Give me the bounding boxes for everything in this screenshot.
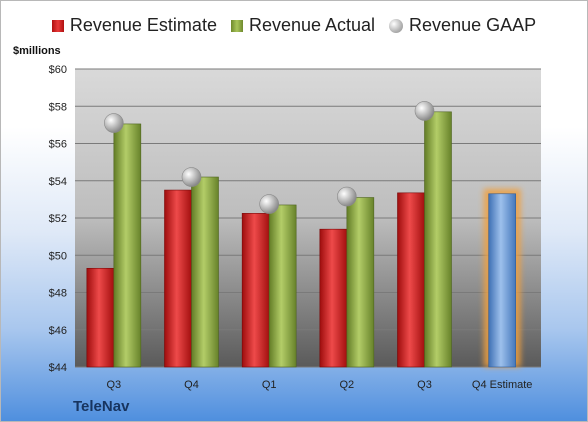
y-tick-label: $52	[49, 213, 67, 225]
legend-swatch-gaap	[389, 18, 404, 33]
y-tick-label: $44	[49, 362, 67, 374]
bar-forecast	[488, 193, 516, 368]
y-tick-label: $50	[49, 250, 67, 262]
x-tick-label: Q4	[184, 379, 199, 391]
legend-label-estimate: Revenue Estimate	[69, 15, 217, 35]
marker-revenue-gaap	[104, 113, 124, 133]
y-tick-label: $54	[49, 176, 67, 188]
x-axis: Q3 Q4 Q1 Q2 Q3 Q4 Estimate	[106, 379, 532, 391]
bar-revenue-actual	[191, 176, 219, 368]
x-tick-label: Q1	[262, 379, 277, 391]
marker-revenue-gaap	[414, 101, 435, 121]
marker-revenue-gaap	[259, 194, 279, 214]
legend-swatch-estimate	[51, 19, 64, 32]
bar-revenue-actual	[268, 204, 297, 368]
bars	[86, 111, 521, 368]
bar-revenue-estimate	[86, 267, 115, 368]
y-tick-label: $60	[49, 64, 67, 76]
bar-revenue-actual	[346, 197, 375, 368]
legend-label-gaap: Revenue GAAP	[409, 15, 537, 35]
y-axis: $44 $46 $48 $50 $52 $54 $56 $58 $60	[49, 64, 67, 374]
bar-revenue-actual	[424, 111, 452, 368]
company-name: TeleNav	[73, 398, 130, 415]
bar-revenue-estimate	[164, 189, 192, 368]
y-unit-label: $millions	[13, 45, 61, 57]
marker-revenue-gaap	[181, 167, 202, 187]
grid-lines	[75, 68, 541, 368]
y-tick-label: $58	[49, 101, 67, 113]
x-tick-label: Q4 Estimate	[472, 379, 533, 391]
x-tick-label: Q3	[417, 379, 432, 391]
bar-revenue-actual	[113, 123, 142, 368]
bar-revenue-estimate	[397, 192, 425, 368]
bar-revenue-estimate	[241, 213, 270, 368]
x-tick-label: Q3	[106, 379, 121, 391]
bar-revenue-estimate	[319, 228, 348, 368]
legend-label-actual: Revenue Actual	[248, 15, 376, 35]
legend-item-estimate: Revenue Estimate	[51, 15, 217, 36]
legend: Revenue Estimate Revenue Actual Revenue …	[1, 15, 587, 36]
y-tick-label: $46	[49, 325, 67, 337]
legend-item-gaap: Revenue GAAP	[389, 15, 536, 36]
x-tick-label: Q2	[339, 379, 354, 391]
y-tick-label: $48	[49, 288, 67, 300]
gaap-markers	[104, 101, 435, 214]
marker-revenue-gaap	[337, 186, 357, 207]
legend-item-actual: Revenue Actual	[230, 15, 376, 36]
y-tick-label: $56	[49, 139, 67, 151]
legend-swatch-actual	[230, 19, 243, 32]
